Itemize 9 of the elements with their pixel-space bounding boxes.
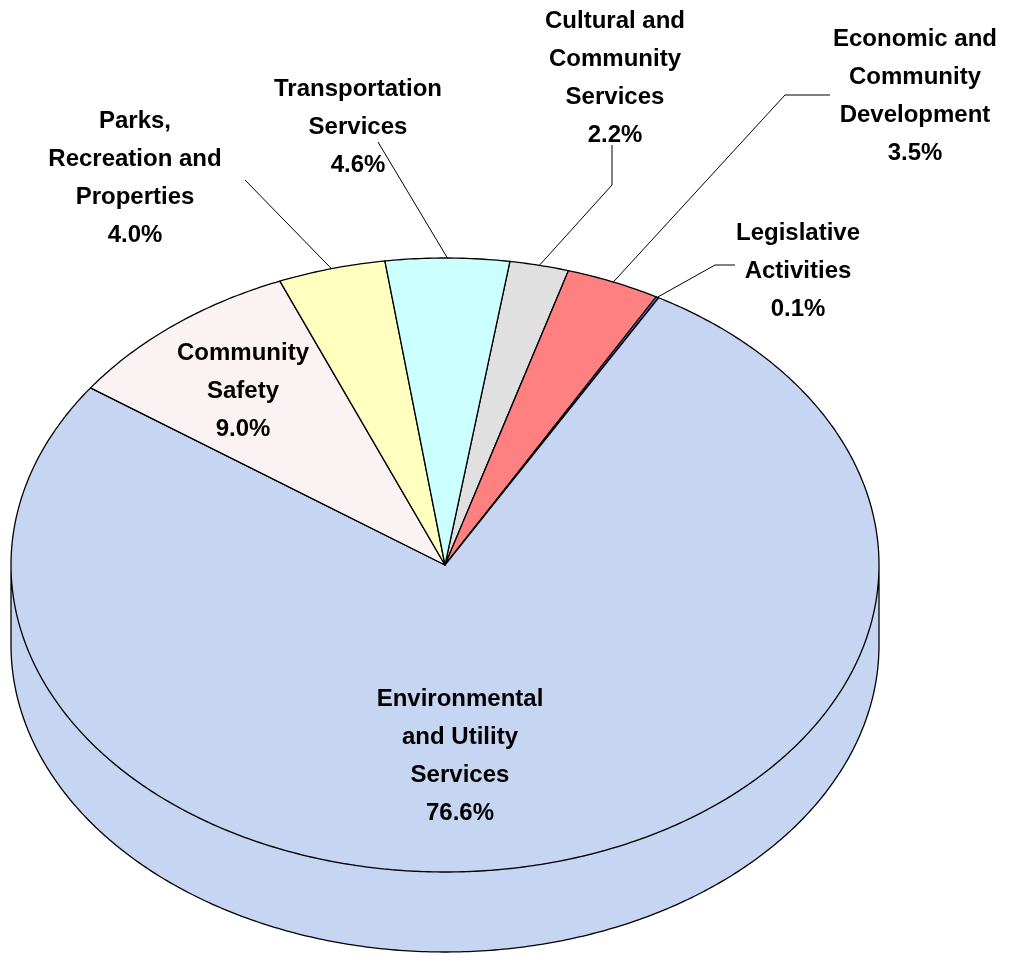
data-label: 2.2% [587,120,643,147]
slice-label: Transportation Services [273,74,443,139]
data-label: 4.0% [107,220,163,247]
slice-label: Economic and Community Development [832,24,998,127]
data-label: 4.6% [330,150,386,177]
slice-label: Parks, Recreation and Properties [48,106,222,209]
slice-label: Cultural and Community Services [544,6,686,109]
slice-label: Legislative Activities [735,218,861,283]
data-label: 3.5% [887,138,943,165]
